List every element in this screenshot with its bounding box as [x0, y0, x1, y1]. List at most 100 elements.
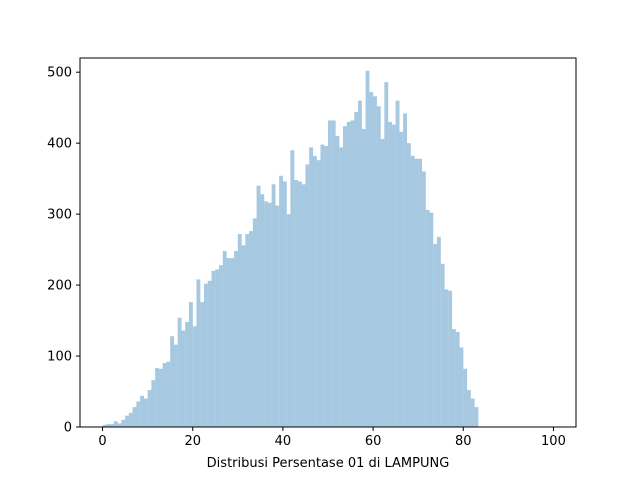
histogram-bar — [380, 138, 385, 427]
histogram-bar — [301, 184, 306, 427]
histogram-bar — [354, 111, 359, 428]
histogram-bar — [113, 421, 118, 427]
histogram-bar — [305, 164, 310, 427]
histogram-bar — [196, 279, 201, 427]
histogram-bar — [324, 145, 329, 428]
histogram-bar — [166, 361, 171, 427]
plot-frame — [79, 57, 577, 428]
histogram-bar — [170, 336, 175, 427]
histogram-bar — [215, 269, 220, 427]
histogram-bar — [339, 147, 344, 427]
histogram-bar — [110, 424, 114, 427]
x-axis-ticks: 0 20 40 60 80 100 — [98, 427, 566, 449]
y-tick-label: 400 — [47, 137, 72, 152]
histogram-bar — [418, 158, 423, 427]
histogram-bar — [230, 258, 235, 427]
histogram-bar — [136, 401, 141, 427]
histogram-bar — [162, 363, 167, 427]
histogram-bar — [286, 214, 291, 427]
histogram-bar — [410, 155, 415, 427]
histogram-bar — [429, 212, 434, 427]
y-tick-label: 300 — [47, 208, 72, 223]
histogram-bar — [241, 245, 246, 427]
y-tick-label: 0 — [64, 421, 72, 436]
histogram-bar — [204, 283, 208, 427]
histogram-bar — [158, 368, 163, 427]
histogram-bar — [327, 120, 332, 427]
histogram-bar — [403, 113, 407, 427]
histogram-bar — [260, 194, 265, 427]
histogram-bar — [200, 302, 205, 427]
histogram-bar — [234, 251, 238, 427]
x-tick-label: 100 — [541, 434, 566, 449]
histogram-bar — [275, 205, 280, 427]
histogram-bar — [245, 233, 250, 427]
histogram-bar — [207, 280, 212, 427]
histogram-bar — [474, 407, 479, 427]
histogram-bar — [143, 398, 148, 427]
axes — [79, 57, 577, 428]
histogram-bar — [151, 380, 156, 427]
histogram-bar — [211, 270, 216, 427]
histogram-bar — [117, 423, 122, 427]
histogram-bar — [335, 136, 340, 427]
histogram-bar — [226, 258, 231, 427]
histogram-bar — [279, 175, 283, 427]
histogram-bar — [346, 121, 351, 428]
histogram-bar — [425, 209, 430, 427]
histogram-bar — [451, 329, 456, 427]
histogram-bar — [237, 233, 242, 427]
x-tick-label: 40 — [275, 434, 292, 449]
histogram-bar — [282, 181, 287, 427]
histogram-bar — [448, 290, 453, 427]
histogram-bar — [399, 131, 404, 428]
histogram-bar — [384, 82, 389, 427]
histogram-bar — [391, 124, 396, 427]
histogram-bar — [455, 331, 460, 427]
histogram-bar — [106, 424, 111, 427]
histogram-bar — [388, 121, 392, 428]
histogram-bar — [256, 185, 261, 427]
histogram-bar — [316, 160, 321, 427]
histogram-bar — [125, 415, 129, 427]
histogram-bar — [267, 202, 272, 427]
histogram-bar — [294, 180, 299, 427]
histogram-bar — [459, 347, 464, 427]
histogram-bar — [188, 302, 193, 427]
histogram-bar — [331, 120, 336, 427]
histogram-bar — [395, 100, 400, 427]
histogram-bar — [102, 424, 107, 427]
histogram-bar — [147, 390, 152, 427]
x-axis-label: Distribusi Persentase 01 di LAMPUNG — [207, 456, 450, 471]
histogram-bar — [361, 128, 366, 427]
histogram-bar — [173, 344, 178, 427]
histogram-bar — [192, 326, 197, 427]
histogram-bar — [373, 96, 377, 427]
y-tick-label: 500 — [47, 66, 72, 81]
histogram-bar — [376, 106, 381, 427]
histogram-bar — [132, 407, 137, 427]
histogram-bar — [358, 100, 362, 427]
histogram-bar — [185, 321, 190, 427]
y-tick-label: 200 — [47, 279, 72, 294]
x-tick-label: 0 — [98, 434, 106, 449]
histogram-bar — [264, 201, 268, 427]
histogram-bar — [436, 236, 441, 427]
histogram-bar — [320, 144, 325, 427]
histogram-bar — [219, 265, 223, 427]
histogram-bar — [121, 419, 126, 427]
histogram-bar — [369, 92, 374, 427]
histogram-bar — [406, 143, 411, 427]
histogram-bar — [181, 330, 186, 427]
histogram-bar — [312, 155, 317, 427]
y-tick-label: 100 — [47, 350, 72, 365]
histogram-bar — [467, 390, 471, 427]
histogram-bar — [290, 150, 295, 427]
histogram-bar — [421, 171, 426, 427]
x-tick-label: 60 — [365, 434, 382, 449]
histogram-bar — [463, 368, 468, 427]
histogram-bar — [440, 263, 445, 427]
histogram-bar — [222, 251, 227, 427]
histogram-bar — [271, 184, 276, 427]
